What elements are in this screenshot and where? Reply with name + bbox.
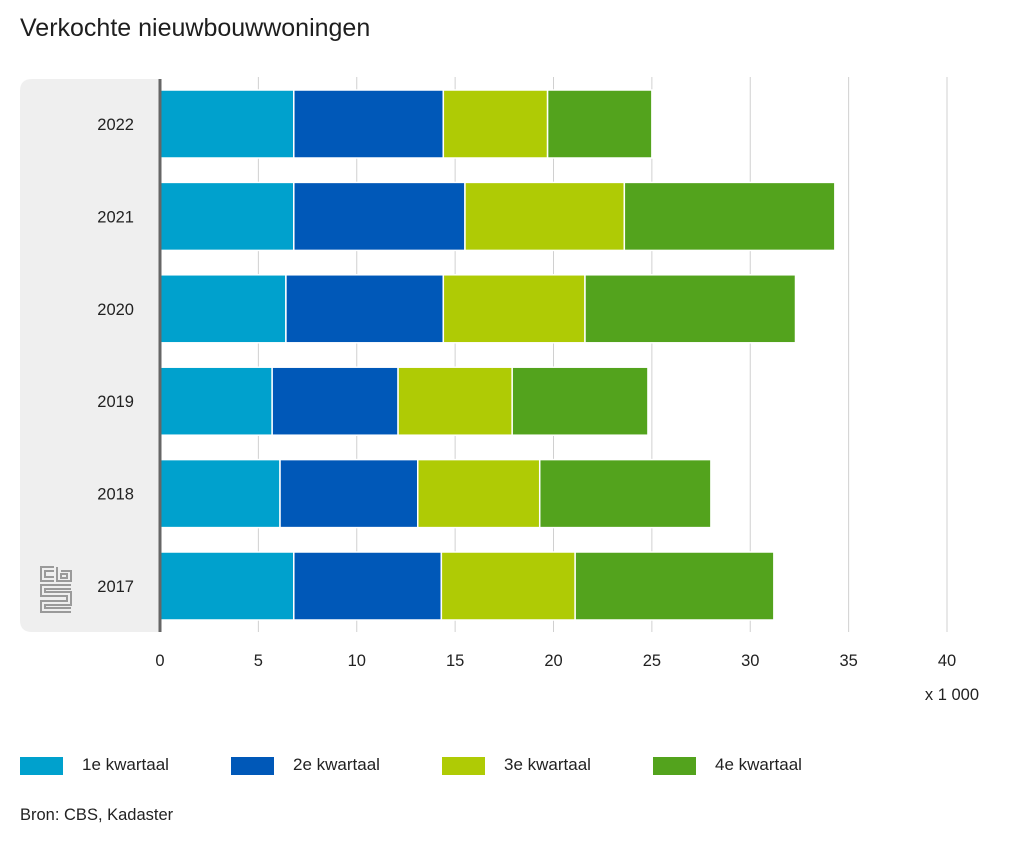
source-note: Bron: CBS, Kadaster — [20, 806, 174, 824]
x-tick-label: 30 — [741, 652, 759, 670]
x-tick-label: 40 — [938, 652, 956, 670]
legend-label-q4: 4e kwartaal — [715, 755, 802, 774]
x-tick-label: 35 — [839, 652, 857, 670]
bar-segment-2020-q3 — [442, 274, 586, 344]
bar-segment-2020-q4 — [584, 274, 797, 344]
bar-segment-2018-q1 — [159, 458, 281, 529]
cbs-logo-icon — [40, 566, 72, 613]
category-band — [20, 79, 160, 632]
bar-segment-2017-q2 — [293, 551, 443, 621]
y-category-label: 2021 — [97, 208, 134, 226]
y-category-label: 2020 — [97, 301, 134, 319]
y-category-label: 2017 — [97, 578, 134, 596]
bar-segment-2020-q2 — [285, 274, 445, 344]
x-axis-unit-label: x 1 000 — [925, 686, 979, 704]
x-tick-label: 20 — [544, 652, 562, 670]
bar-segment-2018-q3 — [416, 458, 541, 529]
chart-legend: 1e kwartaal 2e kwartaal 3e kwartaal 4e k… — [0, 755, 1024, 779]
bar-segment-2022-q4 — [546, 89, 653, 159]
chart-plot: 0 5 10 15 20 25 30 35 40 x 1 000 2022 2021 2020 2019 2… — [20, 77, 979, 704]
bar-segment-2021-q1 — [159, 181, 295, 252]
bar-segment-2020-q1 — [159, 274, 287, 344]
y-category-label: 2018 — [97, 486, 134, 504]
x-tick-label: 15 — [446, 652, 464, 670]
x-tick-label: 25 — [643, 652, 661, 670]
legend-label-q1: 1e kwartaal — [82, 755, 169, 774]
bar-segment-2018-q4 — [538, 458, 712, 529]
x-tick-label: 5 — [254, 652, 263, 670]
y-category-label: 2022 — [97, 116, 134, 134]
x-tick-label: 10 — [348, 652, 366, 670]
bar-segment-2018-q2 — [279, 458, 419, 529]
bar-segment-2017-q3 — [440, 551, 576, 621]
legend-swatch-q3 — [442, 757, 485, 775]
bar-segment-2021-q2 — [293, 181, 466, 252]
chart-title: Verkochte nieuwbouwwoningen — [20, 14, 371, 42]
bar-segment-2019-q4 — [511, 366, 649, 436]
bar-segment-2019-q1 — [159, 366, 273, 436]
bar-segment-2017-q1 — [159, 551, 295, 621]
legend-label-q3: 3e kwartaal — [504, 755, 591, 774]
bar-segment-2019-q3 — [397, 366, 513, 436]
legend-label-q2: 2e kwartaal — [293, 755, 380, 774]
bar-segment-2022-q1 — [159, 89, 295, 159]
legend-swatch-q2 — [231, 757, 274, 775]
bar-segment-2021-q3 — [464, 181, 626, 252]
bar-segment-2017-q4 — [574, 551, 775, 621]
y-category-label: 2019 — [97, 393, 134, 411]
bar-segment-2022-q3 — [442, 89, 549, 159]
x-tick-label: 0 — [155, 652, 164, 670]
bar-segment-2019-q2 — [271, 366, 399, 436]
bar-segment-2021-q4 — [623, 181, 836, 252]
legend-swatch-q4 — [653, 757, 696, 775]
legend-swatch-q1 — [20, 757, 63, 775]
bar-segment-2022-q2 — [293, 89, 445, 159]
